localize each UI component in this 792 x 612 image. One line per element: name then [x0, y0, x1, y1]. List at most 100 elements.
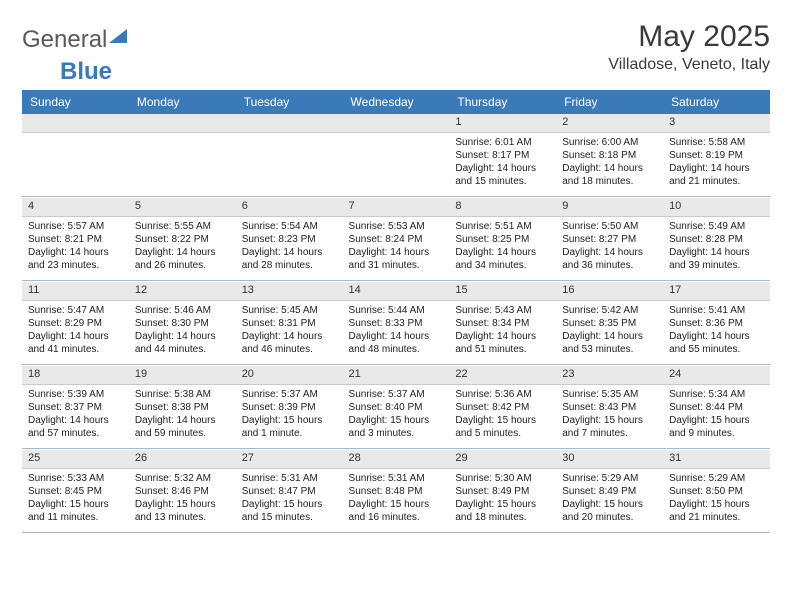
day-content-cell: Sunrise: 5:51 AMSunset: 8:25 PMDaylight:… — [449, 216, 556, 280]
day-content-cell: Sunrise: 5:42 AMSunset: 8:35 PMDaylight:… — [556, 300, 663, 364]
sunset-text: Sunset: 8:49 PM — [455, 485, 550, 498]
day-number-cell — [236, 114, 343, 132]
daylight-text: Daylight: 14 hours and 23 minutes. — [28, 246, 123, 272]
day-number-cell: 21 — [343, 366, 450, 384]
day-number-cell: 29 — [449, 450, 556, 468]
day-number-cell: 4 — [22, 198, 129, 216]
day-content-cell: Sunrise: 5:49 AMSunset: 8:28 PMDaylight:… — [663, 216, 770, 280]
day-content-cell: Sunrise: 5:30 AMSunset: 8:49 PMDaylight:… — [449, 468, 556, 532]
daylight-text: Daylight: 14 hours and 34 minutes. — [455, 246, 550, 272]
daylight-text: Daylight: 15 hours and 21 minutes. — [669, 498, 764, 524]
day-number-cell: 28 — [343, 450, 450, 468]
day-number-row: 18192021222324 — [22, 366, 770, 384]
weekday-header: Thursday — [449, 90, 556, 114]
day-number-cell: 5 — [129, 198, 236, 216]
day-number-row: 123 — [22, 114, 770, 132]
sunset-text: Sunset: 8:24 PM — [349, 233, 444, 246]
daylight-text: Daylight: 14 hours and 39 minutes. — [669, 246, 764, 272]
day-content-cell: Sunrise: 5:38 AMSunset: 8:38 PMDaylight:… — [129, 384, 236, 448]
sunrise-text: Sunrise: 5:50 AM — [562, 220, 657, 233]
daylight-text: Daylight: 15 hours and 13 minutes. — [135, 498, 230, 524]
week-separator — [22, 532, 770, 534]
day-content-cell — [343, 132, 450, 196]
daylight-text: Daylight: 14 hours and 41 minutes. — [28, 330, 123, 356]
sunset-text: Sunset: 8:33 PM — [349, 317, 444, 330]
day-number-cell: 19 — [129, 366, 236, 384]
sunrise-text: Sunrise: 6:01 AM — [455, 136, 550, 149]
day-content-cell: Sunrise: 5:53 AMSunset: 8:24 PMDaylight:… — [343, 216, 450, 280]
day-content-cell: Sunrise: 5:47 AMSunset: 8:29 PMDaylight:… — [22, 300, 129, 364]
daylight-text: Daylight: 14 hours and 28 minutes. — [242, 246, 337, 272]
day-number-cell: 3 — [663, 114, 770, 132]
day-number-cell: 13 — [236, 282, 343, 300]
daylight-text: Daylight: 14 hours and 53 minutes. — [562, 330, 657, 356]
daylight-text: Daylight: 15 hours and 15 minutes. — [242, 498, 337, 524]
day-content-cell: Sunrise: 5:31 AMSunset: 8:47 PMDaylight:… — [236, 468, 343, 532]
sunset-text: Sunset: 8:36 PM — [669, 317, 764, 330]
day-content-cell: Sunrise: 5:29 AMSunset: 8:49 PMDaylight:… — [556, 468, 663, 532]
logo-text-1: General — [22, 26, 107, 54]
sunrise-text: Sunrise: 5:58 AM — [669, 136, 764, 149]
sunset-text: Sunset: 8:39 PM — [242, 401, 337, 414]
day-content-cell: Sunrise: 5:34 AMSunset: 8:44 PMDaylight:… — [663, 384, 770, 448]
day-number-cell: 17 — [663, 282, 770, 300]
sunrise-text: Sunrise: 5:38 AM — [135, 388, 230, 401]
day-number-cell: 24 — [663, 366, 770, 384]
sunrise-text: Sunrise: 5:53 AM — [349, 220, 444, 233]
sunrise-text: Sunrise: 5:41 AM — [669, 304, 764, 317]
day-number-cell: 30 — [556, 450, 663, 468]
day-content-cell: Sunrise: 5:37 AMSunset: 8:39 PMDaylight:… — [236, 384, 343, 448]
logo-line2: Blue — [22, 58, 770, 86]
sunset-text: Sunset: 8:18 PM — [562, 149, 657, 162]
day-number-cell: 6 — [236, 198, 343, 216]
day-number-cell: 2 — [556, 114, 663, 132]
sunrise-text: Sunrise: 5:43 AM — [455, 304, 550, 317]
sunrise-text: Sunrise: 5:46 AM — [135, 304, 230, 317]
sunset-text: Sunset: 8:23 PM — [242, 233, 337, 246]
sunset-text: Sunset: 8:46 PM — [135, 485, 230, 498]
day-number-cell: 16 — [556, 282, 663, 300]
daylight-text: Daylight: 15 hours and 7 minutes. — [562, 414, 657, 440]
day-content-cell: Sunrise: 5:37 AMSunset: 8:40 PMDaylight:… — [343, 384, 450, 448]
day-number-row: 45678910 — [22, 198, 770, 216]
sunrise-text: Sunrise: 5:34 AM — [669, 388, 764, 401]
sunrise-text: Sunrise: 5:54 AM — [242, 220, 337, 233]
daylight-text: Daylight: 14 hours and 21 minutes. — [669, 162, 764, 188]
day-content-row: Sunrise: 6:01 AMSunset: 8:17 PM Daylight:… — [22, 132, 770, 196]
daylight-text: Daylight: 14 hours and 26 minutes. — [135, 246, 230, 272]
daylight-text: Daylight: 15 hours and 16 minutes. — [349, 498, 444, 524]
sunset-text: Sunset: 8:30 PM — [135, 317, 230, 330]
day-content-cell — [236, 132, 343, 196]
day-content-cell: Sunrise: 5:39 AMSunset: 8:37 PMDaylight:… — [22, 384, 129, 448]
sunset-text: Sunset: 8:31 PM — [242, 317, 337, 330]
sunrise-text: Sunrise: 5:51 AM — [455, 220, 550, 233]
sunset-text: Sunset: 8:17 PM — [455, 149, 550, 162]
sunset-text: Sunset: 8:37 PM — [28, 401, 123, 414]
day-content-row: Sunrise: 5:57 AMSunset: 8:21 PMDaylight:… — [22, 216, 770, 280]
day-number-cell: 31 — [663, 450, 770, 468]
sunrise-text: Sunrise: 5:49 AM — [669, 220, 764, 233]
calendar-body: 123 Sunrise: 6:01 AMSunset: 8:17 PM Daylig… — [22, 114, 770, 534]
daylight-text: Daylight: 14 hours and 55 minutes. — [669, 330, 764, 356]
daylight-text: Daylight: 15 hours and 3 minutes. — [349, 414, 444, 440]
day-content-cell: Sunrise: 5:55 AMSunset: 8:22 PMDaylight:… — [129, 216, 236, 280]
sunrise-text: Sunrise: 5:45 AM — [242, 304, 337, 317]
daylight-text: Daylight: 14 hours and 46 minutes. — [242, 330, 337, 356]
sunset-text: Sunset: 8:38 PM — [135, 401, 230, 414]
daylight-text: Daylight: 15 hours and 5 minutes. — [455, 414, 550, 440]
weekday-header: Monday — [129, 90, 236, 114]
sunset-text: Sunset: 8:48 PM — [349, 485, 444, 498]
day-number-cell: 14 — [343, 282, 450, 300]
day-number-cell: 18 — [22, 366, 129, 384]
day-number-cell: 23 — [556, 366, 663, 384]
calendar-page: General May 2025 Villadose, Veneto, Ital… — [0, 0, 792, 554]
weekday-header: Sunday — [22, 90, 129, 114]
day-number-cell: 27 — [236, 450, 343, 468]
daylight-text: Daylight: 15 hours and 1 minute. — [242, 414, 337, 440]
sunset-text: Sunset: 8:28 PM — [669, 233, 764, 246]
sunrise-text: Sunrise: 5:37 AM — [242, 388, 337, 401]
weekday-header: Wednesday — [343, 90, 450, 114]
day-content-cell: Sunrise: 5:33 AMSunset: 8:45 PMDaylight:… — [22, 468, 129, 532]
daylight-text: Daylight: 14 hours and 48 minutes. — [349, 330, 444, 356]
day-number-cell — [343, 114, 450, 132]
